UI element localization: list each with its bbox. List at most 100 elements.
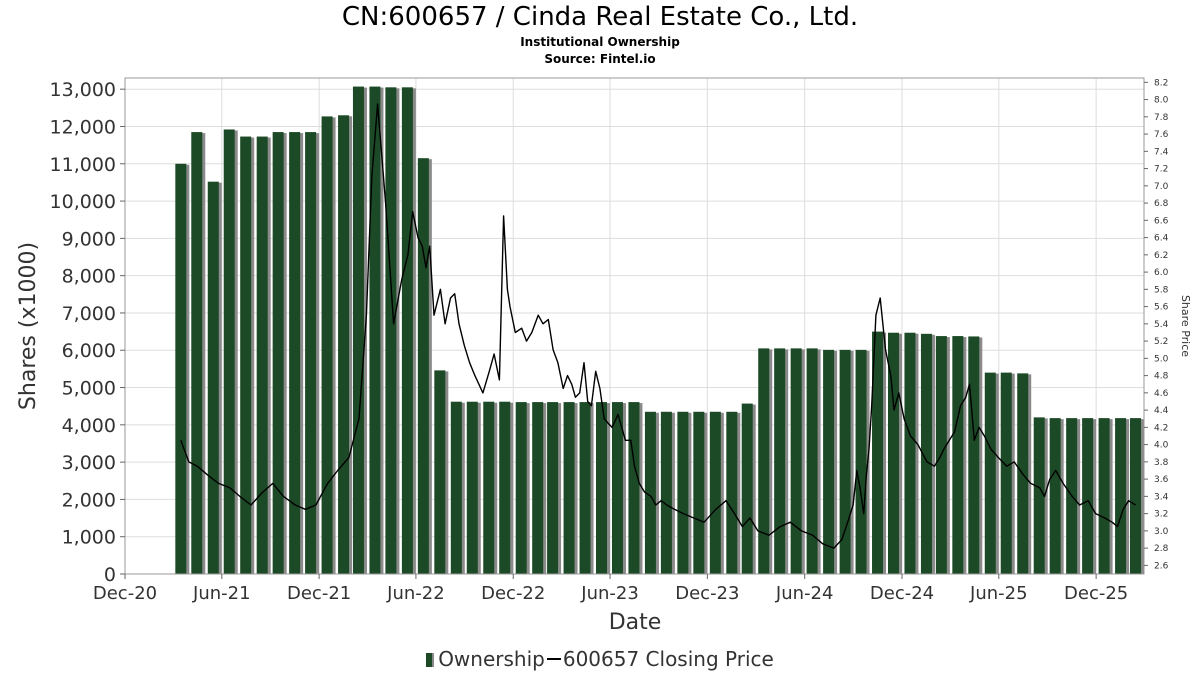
- chart-source: Source: Fintel.io: [544, 52, 656, 66]
- ownership-bar: [272, 132, 284, 574]
- y2-tick-label: 7.8: [1154, 113, 1169, 123]
- ownership-bar: [1115, 418, 1127, 574]
- ownership-bar: [289, 132, 301, 574]
- x-tick-label: Dec-22: [481, 583, 545, 604]
- ownership-bar: [175, 163, 187, 575]
- x-tick-label: Jun-22: [386, 583, 445, 604]
- y2-tick-label: 5.0: [1154, 354, 1169, 364]
- axes: Dec-20 Jun-21 Dec-21 Jun-22 Dec-22 Jun-23 Dec-…: [50, 78, 1169, 604]
- y-tick-label: 9,000: [62, 228, 116, 250]
- y-axis-label: Shares (x1000): [16, 242, 41, 410]
- ownership-bar: [532, 402, 544, 574]
- y2-tick-label: 4.8: [1154, 372, 1169, 382]
- ownership-bar: [401, 87, 413, 575]
- y2-axis-label: Share Price: [1179, 295, 1192, 357]
- x-axis-label: Date: [609, 610, 662, 635]
- ownership-legend-swatch: [426, 653, 435, 667]
- y-tick-label: 10,000: [50, 191, 116, 213]
- x-tick-label: Dec-24: [870, 583, 934, 604]
- y-tick-label: 0: [104, 564, 116, 586]
- y-tick-label: 13,000: [50, 79, 116, 101]
- ownership-bar: [1129, 418, 1141, 574]
- y2-tick-label: 3.8: [1154, 458, 1169, 468]
- ownership-bar: [952, 336, 964, 574]
- ownership-bar: [758, 348, 770, 574]
- y2-tick-label: 4.4: [1154, 406, 1169, 416]
- ownership-bar: [240, 136, 252, 575]
- ownership-bar: [839, 349, 851, 574]
- x-tick-label: Jun-25: [969, 583, 1028, 604]
- ownership-bar: [417, 158, 429, 574]
- plot-area-border: [124, 77, 1145, 575]
- ownership-bar: [693, 411, 705, 574]
- ownership-bar: [256, 136, 268, 575]
- ownership-bar: [920, 333, 932, 574]
- x-tick-label: Jun-23: [580, 583, 639, 604]
- ownership-bar: [1082, 418, 1094, 574]
- ownership-bar: [904, 332, 916, 574]
- y2-tick-label: 4.6: [1154, 389, 1169, 399]
- y2-tick-label: 5.2: [1154, 337, 1168, 347]
- price-line: [180, 103, 1136, 549]
- y2-tick-label: 7.0: [1154, 182, 1169, 192]
- y2-tick-label: 7.4: [1154, 147, 1169, 157]
- y2-tick-label: 4.2: [1154, 423, 1168, 433]
- y2-tick-label: 6.0: [1154, 268, 1169, 278]
- ownership-bar: [968, 336, 980, 574]
- ownership-bar: [1098, 418, 1110, 574]
- ownership-bar: [628, 402, 640, 574]
- ownership-bar: [596, 402, 608, 574]
- ownership-bar: [1033, 417, 1045, 574]
- ownership-bar: [466, 401, 478, 574]
- y2-tick-label: 6.8: [1154, 199, 1169, 209]
- y2-tick-label: 8.0: [1154, 96, 1169, 106]
- ownership-bar: [806, 348, 818, 574]
- ownership-bar: [709, 411, 721, 574]
- ownership-bar: [223, 129, 235, 574]
- chart-title: CN:600657 / Cinda Real Estate Co., Ltd.: [341, 2, 859, 32]
- ownership-bar: [887, 332, 899, 574]
- y2-tick-label: 7.2: [1154, 165, 1168, 175]
- ownership-bar: [321, 116, 333, 574]
- y-tick-label: 8,000: [62, 266, 116, 288]
- x-tick-label: Jun-21: [192, 583, 251, 604]
- ownership-bar: [369, 86, 381, 574]
- ownership-bar: [855, 349, 867, 574]
- ownership-bar: [677, 411, 689, 574]
- ownership-bar: [726, 411, 738, 574]
- ownership-bar: [483, 401, 495, 574]
- y2-tick-label: 6.4: [1154, 234, 1169, 244]
- chart-subtitle: Institutional Ownership: [520, 35, 680, 49]
- y2-tick-label: 6.2: [1154, 251, 1168, 261]
- ownership-bar: [547, 402, 559, 574]
- y-tick-label: 12,000: [50, 116, 116, 138]
- ownership-bar: [823, 349, 835, 574]
- y2-tick-label: 8.2: [1154, 78, 1168, 88]
- ownership-legend-label: Ownership: [438, 647, 545, 671]
- price-legend-line: [546, 658, 561, 660]
- y2-tick-label: 5.4: [1154, 320, 1169, 330]
- y2-tick-label: 4.0: [1154, 441, 1169, 451]
- x-tick-label: Dec-20: [93, 583, 157, 604]
- ownership-bar: [644, 411, 656, 574]
- y2-tick-label: 5.6: [1154, 303, 1169, 313]
- ownership-bar: [741, 403, 753, 574]
- ownership-bar: [499, 401, 511, 574]
- ownership-bar: [660, 411, 672, 574]
- ownership-bar: [579, 402, 591, 574]
- y2-tick-label: 2.8: [1154, 544, 1169, 554]
- ownership-bar: [774, 348, 786, 574]
- chart-legend: Ownership 600657 Closing Price: [0, 647, 1200, 671]
- ownership-bar: [1000, 372, 1012, 574]
- ownership-bar: [385, 87, 397, 575]
- x-tick-label: Jun-24: [775, 583, 834, 604]
- y2-tick-label: 3.4: [1154, 492, 1169, 502]
- ownership-bar: [984, 372, 996, 574]
- x-tick-label: Dec-25: [1064, 583, 1128, 604]
- ownership-bar: [563, 402, 575, 574]
- x-tick-label: Dec-23: [675, 583, 739, 604]
- y-tick-label: 4,000: [62, 415, 116, 437]
- price-legend-label: 600657 Closing Price: [562, 647, 774, 671]
- x-tick-label: Dec-21: [287, 583, 351, 604]
